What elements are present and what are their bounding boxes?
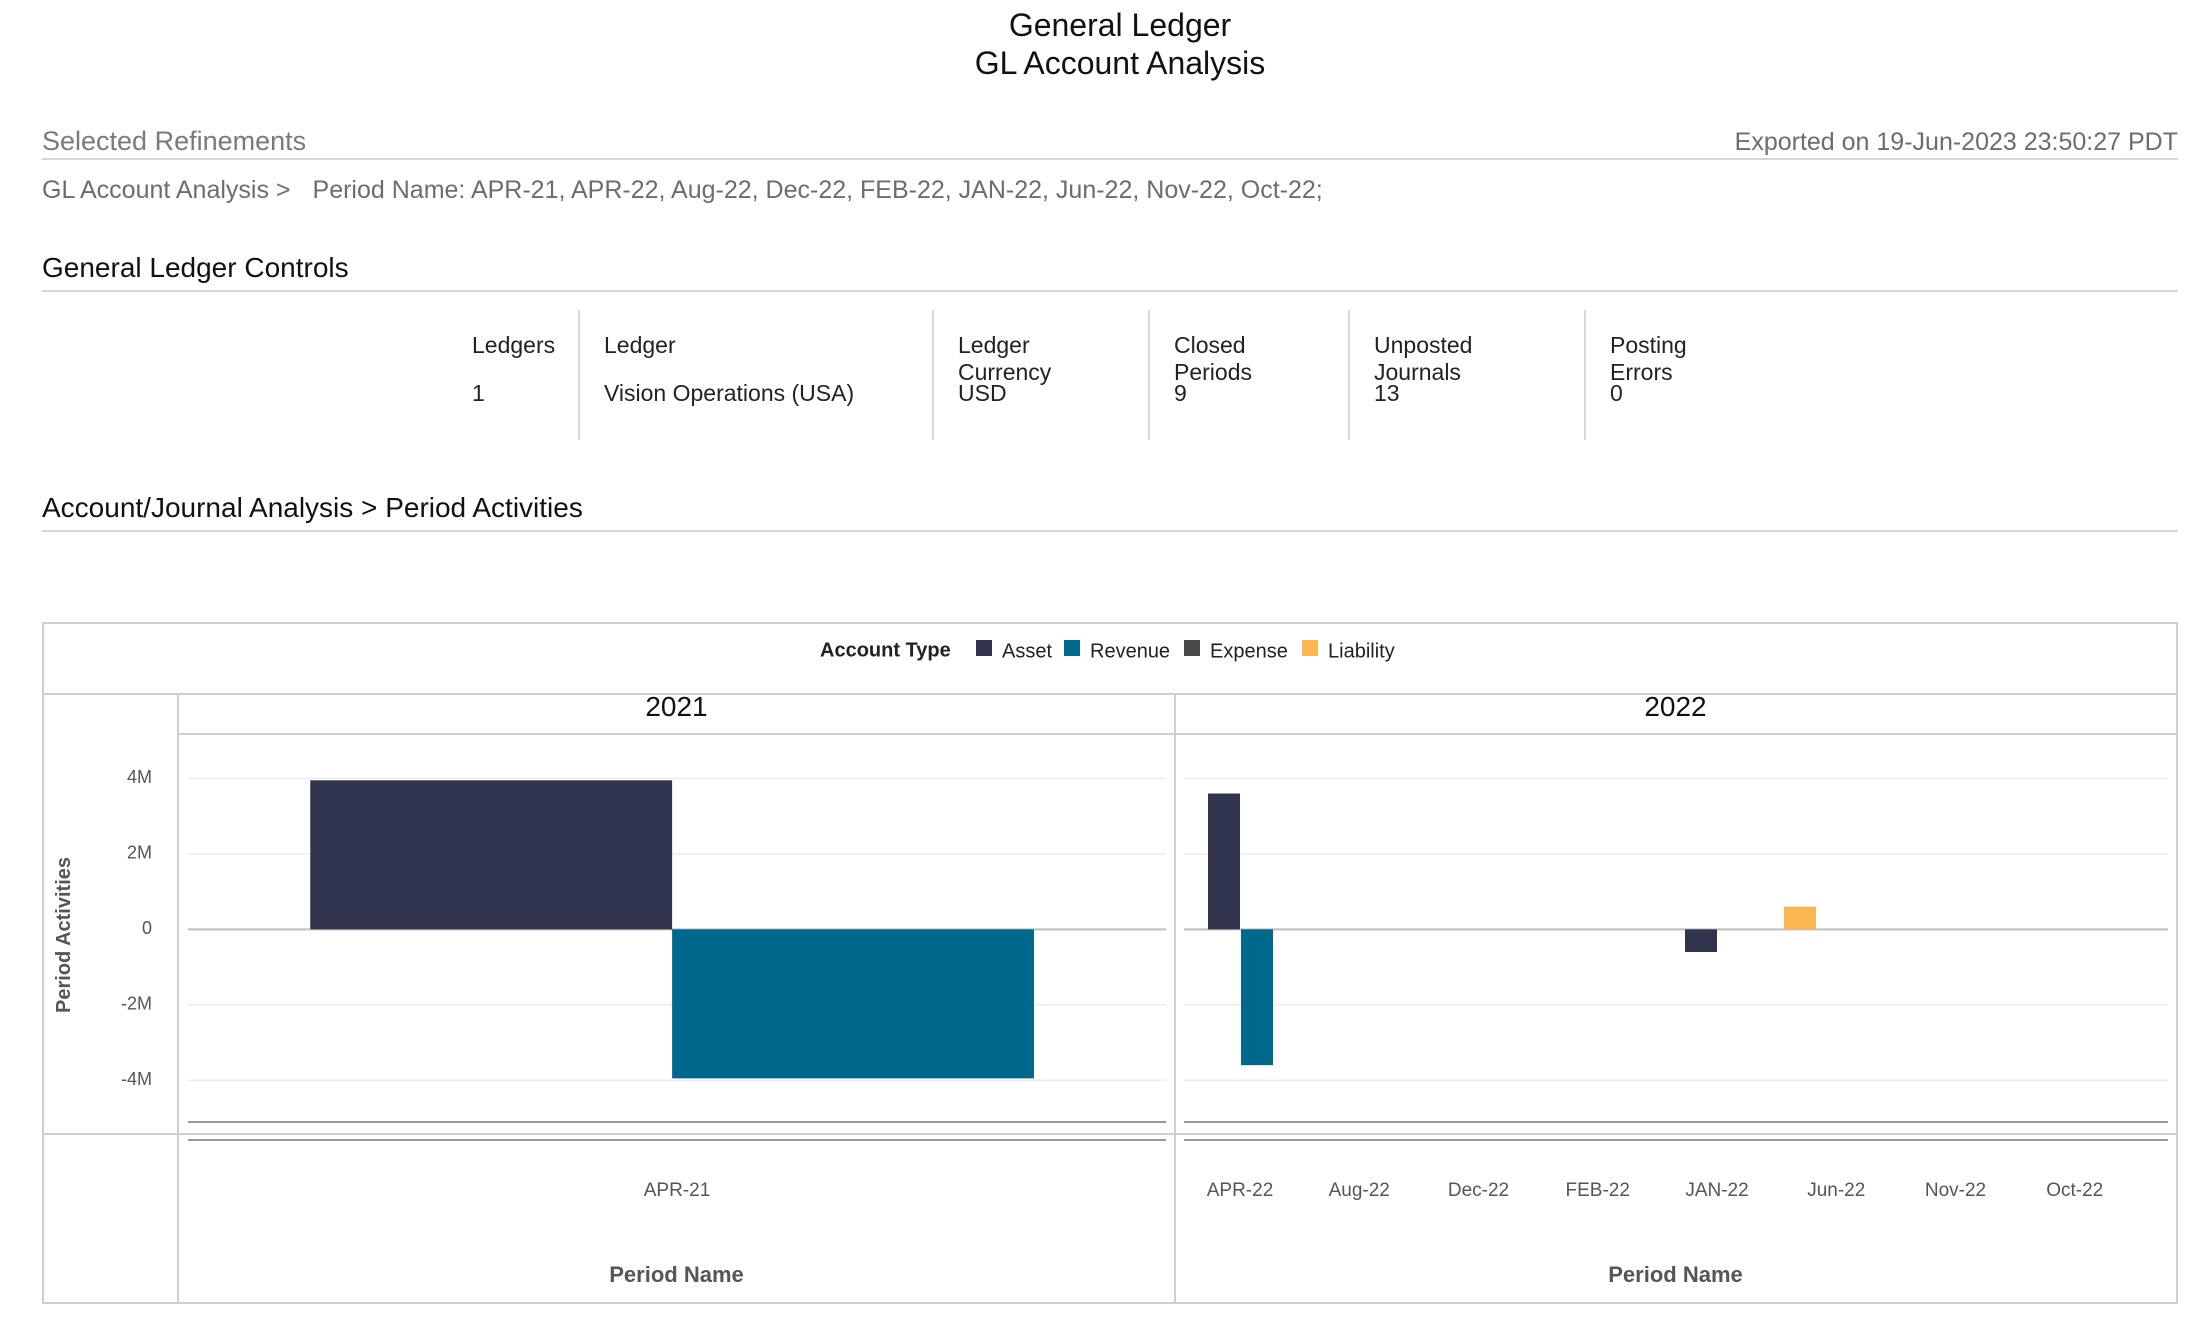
legend-swatch-expense xyxy=(1184,640,1200,656)
report-title: General Ledger xyxy=(1008,7,1232,43)
x-axis-label: Period Name xyxy=(1608,1262,1743,1287)
column-value[interactable]: 13 xyxy=(1374,380,1400,406)
exported-timestamp: Exported on 19-Jun-2023 23:50:27 PDT xyxy=(1734,128,2178,156)
column-value[interactable]: 0 xyxy=(1610,380,1623,406)
x-tick-label: APR-21 xyxy=(644,1180,711,1201)
bar-asset-apr-22 xyxy=(1208,793,1240,930)
column-header: Ledger xyxy=(604,332,676,358)
x-tick-label: Nov-22 xyxy=(1925,1180,1986,1201)
controls-column-unposted-journals: Unposted Journals 13 xyxy=(1348,310,1584,440)
bar-asset-apr-21 xyxy=(310,780,673,930)
y-tick-label: -2M xyxy=(121,994,152,1014)
breadcrumb: GL Account Analysis > Period Name: APR-21… xyxy=(42,176,1345,205)
legend-swatch-asset xyxy=(976,640,992,656)
selected-refinements-label: Selected Refinements xyxy=(42,126,307,156)
controls-column-closed-periods: Closed Periods 9 xyxy=(1148,310,1348,440)
legend-swatch-liability xyxy=(1302,640,1318,656)
y-tick-label: 2M xyxy=(127,843,152,863)
column-header: Closed Periods xyxy=(1174,332,1252,385)
ledger-controls-table: Ledgers 1 Ledger Vision Operations (USA)… xyxy=(448,310,1774,440)
bar-revenue-apr-22 xyxy=(1241,929,1273,1066)
x-tick-label: Jun-22 xyxy=(1807,1180,1865,1201)
legend-swatch-revenue xyxy=(1064,640,1080,656)
y-axis-label: Period Activities xyxy=(53,857,75,1013)
column-value[interactable]: USD xyxy=(958,380,1007,406)
y-tick-label: -4M xyxy=(121,1069,152,1089)
refinements-header: Selected Refinements Exported on 19-Jun-… xyxy=(42,126,2178,160)
legend-label-expense: Expense xyxy=(1210,640,1288,662)
legend-label-asset: Asset xyxy=(1002,640,1052,662)
panel-label-2021: 2021 xyxy=(645,691,707,722)
controls-column-ledgers: Ledgers 1 xyxy=(448,310,578,440)
report-subtitle: GL Account Analysis xyxy=(974,45,1266,81)
x-tick-label: APR-22 xyxy=(1207,1180,1274,1201)
column-header: Unposted Journals xyxy=(1374,332,1473,385)
bar-liability-jan-22 xyxy=(1784,906,1816,930)
x-tick-label: JAN-22 xyxy=(1685,1180,1748,1201)
x-tick-label: Aug-22 xyxy=(1329,1180,1390,1201)
analysis-section-title: Account/Journal Analysis > Period Activi… xyxy=(42,492,2178,532)
y-tick-label: 4M xyxy=(127,767,152,787)
bar-revenue-apr-21 xyxy=(672,929,1034,1079)
column-header: Ledgers xyxy=(472,332,556,358)
column-value[interactable]: 1 xyxy=(472,380,485,406)
legend-title: Account Type xyxy=(820,639,951,661)
legend-label-revenue: Revenue xyxy=(1090,640,1170,662)
chart-svg: Account Type Asset Revenue Expense Liability… xyxy=(44,639,2176,1302)
controls-column-currency: Ledger Currency USD xyxy=(932,310,1148,440)
breadcrumb-root-link[interactable]: GL Account Analysis > xyxy=(42,176,291,204)
panel-label-2022: 2022 xyxy=(1644,691,1706,722)
column-header: Ledger Currency xyxy=(958,332,1052,385)
x-axis-label: Period Name xyxy=(609,1262,744,1287)
y-tick-label: 0 xyxy=(142,918,152,938)
controls-column-ledger: Ledger Vision Operations (USA) xyxy=(578,310,932,440)
x-tick-label: Oct-22 xyxy=(2046,1180,2103,1201)
column-value[interactable]: Vision Operations (USA) xyxy=(604,380,855,406)
bar-asset-jan-22 xyxy=(1685,929,1717,952)
breadcrumb-filter: Period Name: APR-21, APR-22, Aug-22, Dec… xyxy=(312,176,1323,204)
controls-column-posting-errors: Posting Errors 0 xyxy=(1584,310,1774,440)
controls-section-title: General Ledger Controls xyxy=(42,252,2178,292)
column-header: Posting Errors xyxy=(1610,332,1687,385)
x-tick-label: FEB-22 xyxy=(1566,1180,1630,1201)
report-title-block: General Ledger GL Account Analysis xyxy=(0,6,2186,82)
x-tick-label: Dec-22 xyxy=(1448,1180,1509,1201)
legend-label-liability: Liability xyxy=(1328,640,1395,662)
column-value[interactable]: 9 xyxy=(1174,380,1187,406)
period-activities-chart: Account Type Asset Revenue Expense Liability… xyxy=(42,622,2178,1304)
